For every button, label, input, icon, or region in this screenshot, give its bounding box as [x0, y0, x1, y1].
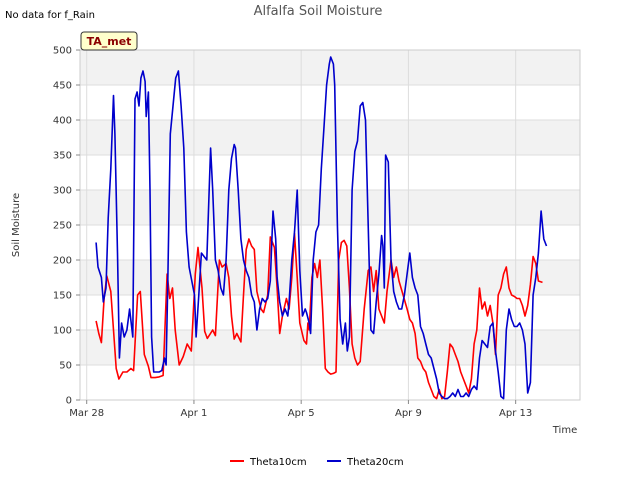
x-tick-label: Apr 9 [395, 408, 422, 419]
ta-met-tag: TA_met [80, 31, 138, 51]
plot-band [80, 260, 580, 295]
plot-band [80, 85, 580, 120]
legend: Theta10cm Theta20cm [230, 457, 404, 468]
x-axis-title: Time [552, 425, 577, 436]
plot-band [80, 120, 580, 155]
x-tick-label: Apr 1 [181, 408, 208, 419]
legend-theta20-label: Theta20cm [346, 457, 404, 468]
ta-met-tag-label: TA_met [87, 35, 132, 48]
series-line-theta20cm [95, 56, 548, 400]
y-tick-label: 400 [53, 116, 72, 127]
y-tick-label: 0 [66, 396, 72, 407]
y-tick-label: 150 [53, 291, 72, 302]
x-axis-ticks: Mar 28 Apr 1 Apr 5 Apr 9 Apr 13 [69, 400, 532, 419]
no-data-note: No data for f_Rain [5, 10, 95, 21]
plot-band [80, 155, 580, 190]
plot-band [80, 225, 580, 260]
x-tick-label: Mar 28 [69, 408, 104, 419]
legend-theta10-label: Theta10cm [249, 457, 307, 468]
y-tick-label: 500 [53, 46, 72, 57]
series-line-theta10cm [95, 232, 543, 400]
plot-band [80, 190, 580, 225]
y-axis-ticks: 0 50 100 150 200 250 300 350 400 450 500 [53, 46, 80, 407]
y-tick-label: 350 [53, 151, 72, 162]
series-layer [95, 56, 548, 400]
y-tick-label: 450 [53, 81, 72, 92]
y-tick-label: 200 [53, 256, 72, 267]
plot-band [80, 50, 580, 85]
plot-bands [80, 50, 580, 400]
y-axis-title: Soil Moisture [11, 193, 22, 257]
x-tick-label: Apr 5 [288, 408, 315, 419]
y-tick-label: 300 [53, 186, 72, 197]
y-tick-label: 100 [53, 326, 72, 337]
chart-title: Alfalfa Soil Moisture [254, 4, 383, 19]
y-tick-label: 250 [53, 221, 72, 232]
plot-band [80, 295, 580, 330]
y-tick-label: 50 [59, 361, 72, 372]
ta-met-tag-box [80, 31, 138, 51]
x-tick-label: Apr 13 [499, 408, 532, 419]
